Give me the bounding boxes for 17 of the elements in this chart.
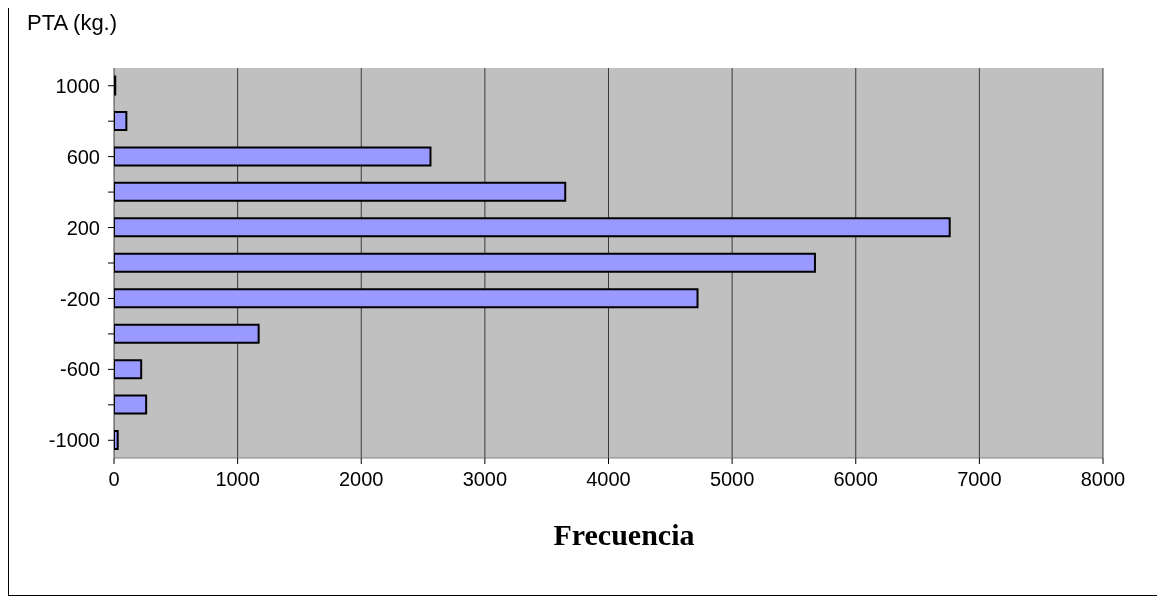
x-axis-title: Frecuencia: [552, 518, 696, 552]
x-tick-label: 7000: [957, 468, 1002, 491]
y-tick-label: 1000: [55, 74, 100, 97]
y-tick-label: 200: [66, 216, 100, 239]
x-tick-label: 2000: [339, 468, 384, 491]
x-tick-label: 6000: [833, 468, 878, 491]
x-tick-label: 0: [108, 468, 120, 491]
y-tick-label: 600: [66, 145, 100, 168]
y-tick-label: -600: [59, 358, 100, 381]
x-tick-label: 4000: [586, 468, 631, 491]
x-tick-label: 3000: [462, 468, 508, 491]
y-tick-label: -200: [59, 287, 100, 310]
y-axis-title: PTA (kg.): [27, 10, 118, 36]
y-tick-label: -1000: [48, 429, 100, 452]
x-tick-label: 5000: [709, 468, 755, 491]
x-tick-label: 8000: [1080, 468, 1126, 491]
x-tick-label: 1000: [215, 468, 260, 491]
